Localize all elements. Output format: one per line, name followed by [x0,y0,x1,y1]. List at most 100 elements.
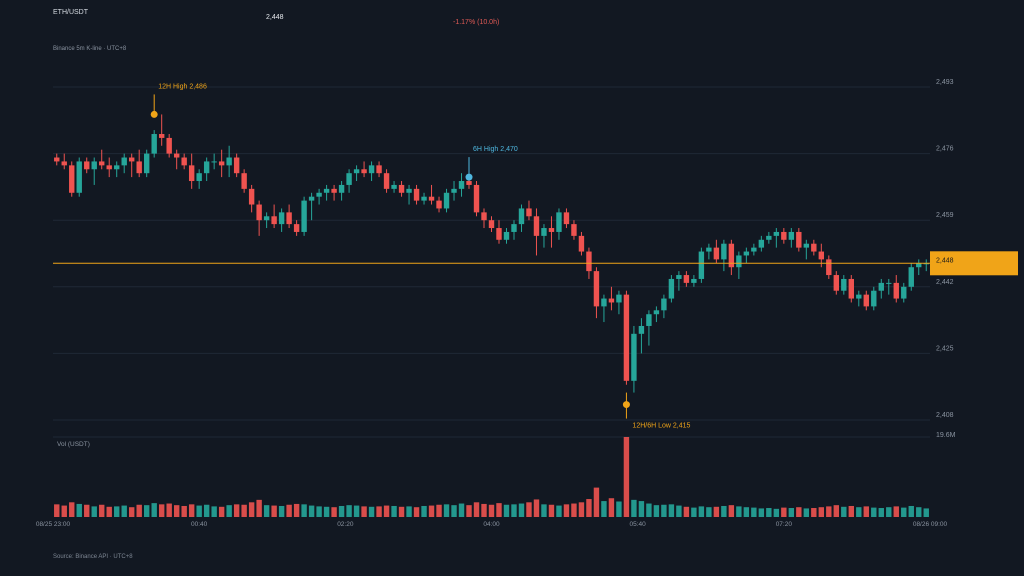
volume-bar [76,503,82,517]
volume-bar [481,503,487,517]
candle-body [571,224,577,236]
annotation-label: 12H/6H Low 2,415 [632,423,690,430]
candle-body [743,251,750,256]
volume-bar [436,504,442,517]
candle-body [421,196,427,201]
volume-bar [653,505,660,517]
candle-body [578,235,585,252]
candle-body [218,161,225,166]
volume-bar [331,507,337,517]
candle-body [661,298,667,311]
candle-body [173,153,180,158]
volume-bar [211,506,217,517]
volume-bar [69,502,75,517]
candle-body [698,251,705,279]
volume-bar [923,508,929,517]
volume-bar [383,505,390,517]
candle-body [121,157,127,166]
candle-body [406,188,412,193]
volume-bar [848,505,854,517]
candle-body [796,231,802,248]
volume-bar [413,507,420,517]
volume-bar [698,506,705,517]
candle-body [781,231,787,240]
candle-body [773,231,780,236]
volume-bar [661,504,667,517]
volume-bar [166,503,172,517]
volume-bar [376,506,382,517]
candle-body [451,188,457,193]
volume-bar [158,504,165,517]
volume-bar [796,507,802,517]
candle-body [129,157,135,162]
candle-body [331,188,337,193]
candle-body [256,204,262,221]
volume-bar [151,503,157,517]
volume-bar [181,505,187,517]
volume-bar [106,506,112,517]
x-tick-label: 05:40 [630,521,647,528]
volume-bar [766,508,772,517]
volume-bar [391,505,397,517]
candle-body [548,228,555,232]
volume-bar [563,504,570,517]
volume-bar [728,505,735,517]
candle-body [91,161,97,170]
volume-bar [758,508,765,517]
candle-body [143,153,150,174]
source-note: Source: Binance API · UTC+8 [53,554,133,560]
candle-body [518,208,525,225]
candle-body [54,157,60,162]
candle-body [69,165,75,193]
volume-bar [233,504,240,517]
candle-body [398,184,405,193]
volume-bar [721,505,727,517]
volume-bar [136,504,142,517]
volume-bar [84,504,90,517]
candle-body [233,157,240,174]
volume-bar [676,505,682,517]
volume-bar [308,505,315,517]
volume-bar [788,508,795,517]
volume-bar [586,499,592,517]
candle-body [61,161,67,166]
candle-body [526,208,532,217]
candle-body [541,228,547,236]
annotation-label: 6H High 2,470 [473,146,518,153]
candle-body [833,275,840,291]
candle-body [766,235,772,240]
volume-bar [99,504,105,517]
volume-bar [826,506,832,517]
candle-body [556,212,562,232]
candle-body [841,278,847,291]
volume-bar [893,506,899,517]
candle-body [871,290,877,307]
candle-body [488,220,495,229]
volume-label: Vol (USDT) [57,441,90,448]
symbol-title: ETH/USDT [53,9,88,16]
volume-bar [638,501,645,517]
volume-bar [736,506,742,517]
candle-body [196,173,202,182]
current-price-tag [930,251,1018,276]
volume-bar [203,504,210,517]
candle-body [286,212,292,225]
volume-bar [421,505,427,517]
volume-bar [743,507,750,517]
annotation-marker [150,110,158,118]
y-tick-label: 2,459 [936,212,954,219]
volume-bar [316,506,322,517]
volume-bar [803,508,810,517]
volume-bar [713,506,720,517]
candle-body [916,263,922,268]
volume-bar [278,505,285,517]
candle-body [511,224,517,232]
volume-bar [54,504,60,517]
candle-body [878,282,884,291]
candle-body [601,298,607,307]
volume-bar [443,504,450,517]
candle-body [533,216,540,236]
candle-body [811,243,817,252]
volume-bar [248,502,255,517]
